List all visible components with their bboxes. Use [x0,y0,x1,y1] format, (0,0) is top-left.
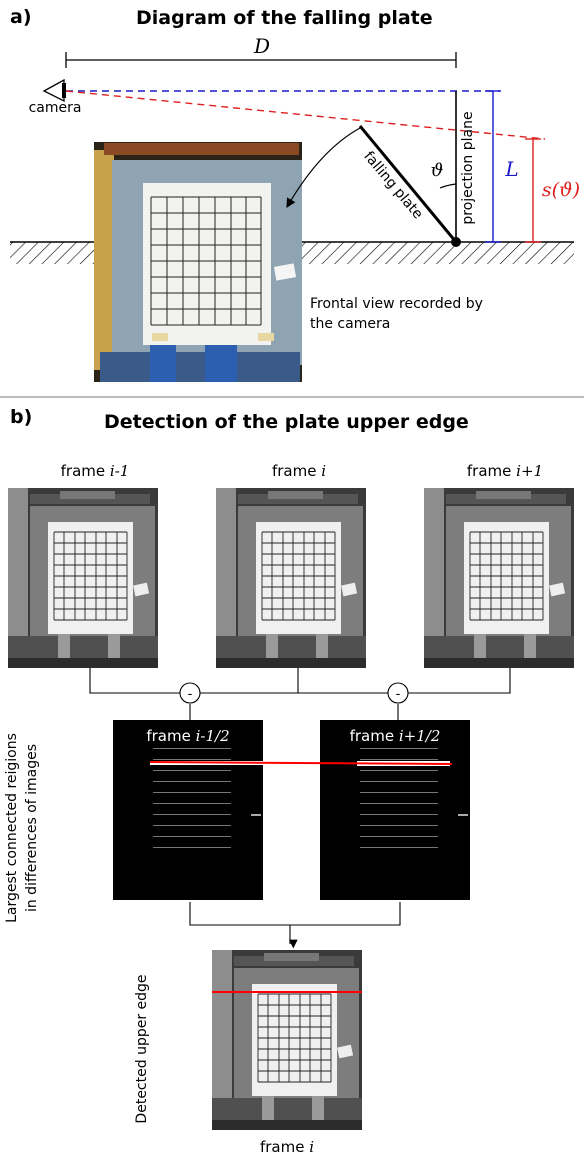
minus-operator-right [387,682,409,704]
merge-connector [189,902,401,949]
falling-plate-diagram: D camera projection plane falling plate … [0,34,584,398]
frontal-view-caption: Frontal view recorded by the camera [310,296,483,332]
ground-hatch-right [302,242,574,264]
frame-caption-prev: frame i-1 [60,462,130,480]
distance-symbol: D [253,34,270,58]
detected-edge-label: Detected upper edge [134,974,150,1124]
minus-symbol-right: - [396,687,401,702]
plate-pointer-arrow [286,127,361,209]
distance-dimension [65,52,457,68]
camera-icon [42,78,66,103]
detection-diagram: - - [7,487,575,1131]
falling-plate-line [358,125,458,243]
diff-caption-right: frame i+1/2 [349,727,441,745]
frame-image-next [423,487,575,669]
frame-caption-result: frame i [259,1138,315,1156]
length-dimension [485,90,501,243]
frame-image-current [215,487,367,669]
minus-operator-left [179,682,201,704]
largest-regions-label: Largest connected reigions in difference… [2,713,42,943]
angle-symbol: ϑ [431,160,444,181]
largest-regions-label-line1: Largest connected reigions [4,733,20,923]
minus-symbol-left: - [188,687,193,702]
panel-a-label: a) [10,6,32,28]
panel-b-title: Detection of the plate upper edge [104,411,469,433]
frame-caption-next: frame i+1 [466,462,544,480]
length-symbol: L [504,157,518,181]
camera-label: camera [29,100,82,116]
frame-image-prev [7,487,159,669]
panel-b-label: b) [10,406,33,428]
frontal-view-photo [94,142,302,382]
falling-plate-label: falling plate [360,149,426,223]
frame-image-result [211,949,363,1131]
diff-image-left [113,720,263,900]
largest-regions-label-line2: in differences of images [24,743,40,913]
frame-caption-current: frame i [271,462,327,480]
angle-arc [439,183,457,189]
red-sight-line [65,90,546,140]
diff-image-right [320,720,470,900]
diff-caption-left: frame i-1/2 [146,727,230,745]
projection-plane-label: projection plane [460,111,476,224]
panel-a-title: Diagram of the falling plate [136,7,433,29]
detected-edge-line-diff [149,761,453,765]
ground-hatch-left [10,242,94,264]
s-dimension [525,138,541,243]
s-symbol: s(ϑ) [542,179,580,201]
